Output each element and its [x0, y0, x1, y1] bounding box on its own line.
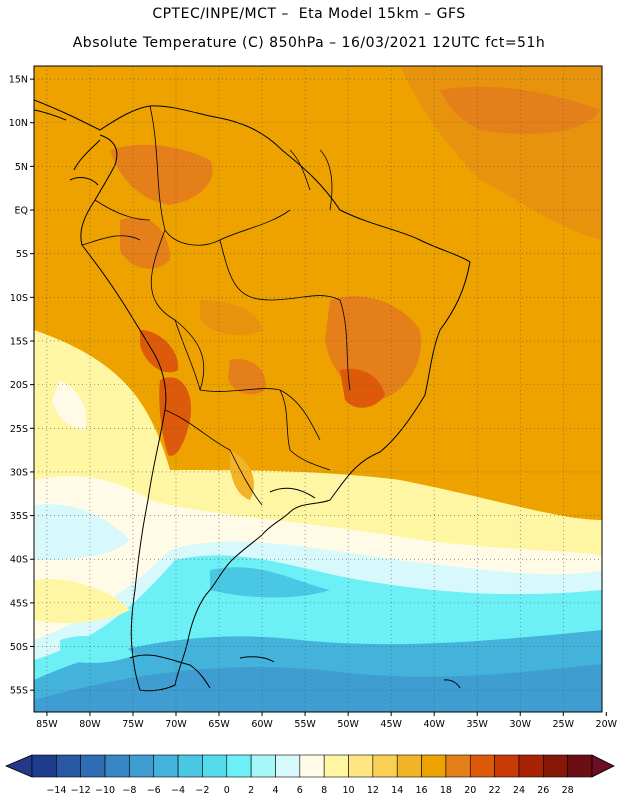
colorbar-swatch — [226, 754, 252, 778]
colorbar-swatch — [494, 754, 520, 778]
lon-tick-label: 55W — [294, 719, 316, 730]
colorbar-swatch — [299, 754, 325, 778]
lon-tick-label: 30W — [510, 719, 532, 730]
colorbar-label: −6 — [147, 785, 161, 796]
temperature-field — [34, 66, 602, 712]
lon-tick-label: 45W — [380, 719, 402, 730]
colorbar-label: 2 — [248, 785, 254, 796]
lon-tick-label: 60W — [251, 719, 273, 730]
colorbar-label: −8 — [122, 785, 136, 796]
colorbar-label: 0 — [224, 785, 230, 796]
lat-tick-label: 45S — [10, 598, 28, 609]
colorbar-right-cap — [591, 754, 615, 778]
colorbar-swatch — [518, 754, 544, 778]
colorbar-swatch — [469, 754, 495, 778]
colorbar-label: −12 — [71, 785, 91, 796]
colorbar-swatch — [372, 754, 398, 778]
colorbar-swatch — [129, 754, 155, 778]
colorbar-label: 8 — [321, 785, 327, 796]
lat-tick-label: EQ — [15, 206, 28, 217]
colorbar-swatch — [153, 754, 179, 778]
colorbar-swatch — [396, 754, 422, 778]
colorbar-swatch — [543, 754, 568, 778]
colorbar-swatch — [421, 754, 447, 778]
color-legend: −14 −12 −10 −8 −6 −4 −2 0 2 4 6 8 10 12 14 16 18 20 22 24 26… — [4, 754, 615, 796]
lat-tick-label: 35S — [10, 511, 28, 522]
lat-tick-label: 20S — [10, 380, 28, 391]
colorbar-label: 24 — [513, 785, 525, 796]
colorbar-label: 14 — [391, 785, 403, 796]
lat-tick-label: 25S — [10, 424, 28, 435]
lon-tick-label: 75W — [122, 719, 144, 730]
colorbar-swatch — [567, 754, 593, 778]
colorbar-swatch — [323, 754, 349, 778]
lon-tick-label: 65W — [208, 719, 230, 730]
colorbar-swatch — [80, 754, 106, 778]
lat-tick-label: 5S — [16, 249, 28, 260]
map-title-line-2: Absolute Temperature (C) 850hPa – 16/03/… — [72, 35, 546, 51]
colorbar-swatch — [177, 754, 203, 778]
colorbar-swatch — [348, 754, 374, 778]
colorbar-label: −2 — [195, 785, 209, 796]
map-frame — [33, 65, 603, 713]
axis-labels: 15N 10N 5N EQ 5S 10S 15S 20S 25S 30S 35S 40S 45S 50S 5… — [9, 75, 618, 730]
colorbar-label: −14 — [46, 785, 66, 796]
lat-lon-grid — [34, 66, 602, 712]
lat-tick-label: 5N — [15, 162, 28, 173]
lon-tick-label: 85W — [36, 719, 58, 730]
lon-tick-label: 25W — [553, 719, 575, 730]
colorbar-label: −10 — [95, 785, 115, 796]
lat-tick-label: 10S — [10, 293, 28, 304]
colorbar-label: 12 — [367, 785, 379, 796]
lat-tick-label: 40S — [10, 555, 28, 566]
colorbar-label: −4 — [171, 785, 185, 796]
coastline — [34, 99, 471, 692]
colorbar-label: 28 — [562, 785, 574, 796]
colorbar-swatch — [202, 754, 228, 778]
colorbar-label: 16 — [416, 785, 428, 796]
lon-tick-label: 35W — [466, 719, 488, 730]
lat-tick-label: 30S — [10, 467, 28, 478]
colorbar-swatch — [56, 754, 81, 778]
colorbar-swatch — [445, 754, 471, 778]
colorbar-label: 26 — [537, 785, 549, 796]
colorbar-left-cap — [4, 754, 33, 778]
lat-tick-label: 15N — [9, 75, 28, 86]
lat-tick-label: 10N — [9, 118, 28, 129]
lat-tick-label: 50S — [10, 642, 28, 653]
colorbar-label: 20 — [464, 785, 476, 796]
lon-tick-label: 50W — [337, 719, 359, 730]
map-title-line-1: CPTEC/INPE/MCT – Eta Model 15km – GFS — [152, 6, 466, 22]
lon-tick-label: 40W — [423, 719, 445, 730]
lon-tick-label: 70W — [165, 719, 187, 730]
lat-tick-label: 55S — [10, 686, 28, 697]
colorbar-swatch — [275, 754, 301, 778]
lon-tick-label: 20W — [596, 719, 618, 730]
colorbar-label: 22 — [489, 785, 501, 796]
colorbar-label: 10 — [342, 785, 354, 796]
country-borders — [81, 105, 351, 506]
colorbar-label: 4 — [272, 785, 278, 796]
colorbar-swatch — [104, 754, 130, 778]
colorbar-swatch — [31, 754, 57, 778]
colorbar-label: 18 — [440, 785, 452, 796]
lon-tick-label: 80W — [79, 719, 101, 730]
colorbar-swatch — [250, 754, 276, 778]
colorbar-label: 6 — [297, 785, 303, 796]
lat-tick-label: 15S — [10, 336, 28, 347]
